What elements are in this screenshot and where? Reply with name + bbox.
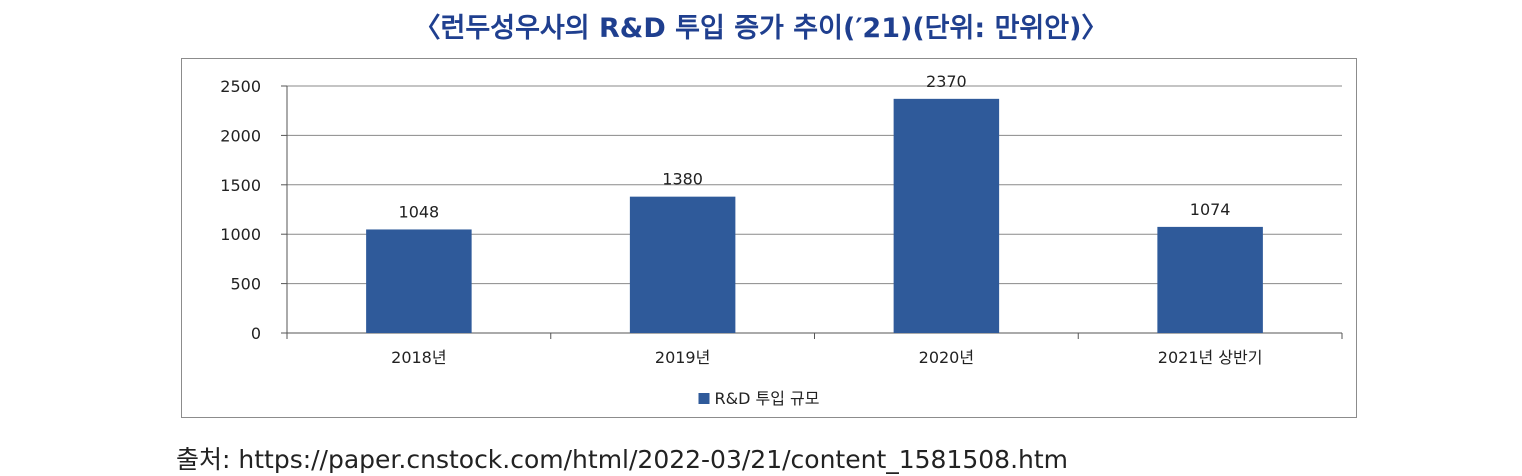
- bar: [366, 229, 472, 333]
- legend-label: R&D 투입 규모: [715, 389, 820, 408]
- y-tick-label: 500: [230, 275, 261, 294]
- y-tick-label: 0: [251, 324, 261, 343]
- source-citation: 출처: https://paper.cnstock.com/html/2022-…: [176, 445, 1069, 474]
- data-label: 1048: [399, 202, 440, 221]
- y-tick-label: 1500: [220, 176, 261, 195]
- y-tick-label: 2500: [220, 77, 261, 96]
- chart-area: 0 500 1000 1500 2000 2500 1048 2018년 1380 2019년 23…: [181, 58, 1357, 418]
- data-label: 1380: [662, 170, 703, 189]
- x-tick-label: 2019년: [655, 348, 710, 367]
- x-tick-label: 2020년: [919, 348, 974, 367]
- bar-chart: 0 500 1000 1500 2000 2500 1048 2018년 1380 2019년 23…: [220, 72, 1343, 408]
- bar: [1157, 226, 1263, 333]
- data-label: 1074: [1190, 200, 1231, 219]
- y-tick-label: 1000: [220, 225, 261, 244]
- x-tick-label: 2018년: [391, 348, 446, 367]
- chart-title: 〈런두성우사의 R&D 투입 증가 추이(′21)(단위: 만위안)〉: [413, 13, 1109, 44]
- legend-swatch: [698, 393, 710, 404]
- bar: [629, 196, 736, 333]
- x-tick-label: 2021년 상반기: [1158, 348, 1263, 367]
- data-label: 2370: [926, 72, 967, 91]
- y-tick-label: 2000: [220, 126, 261, 145]
- bar: [893, 98, 1000, 334]
